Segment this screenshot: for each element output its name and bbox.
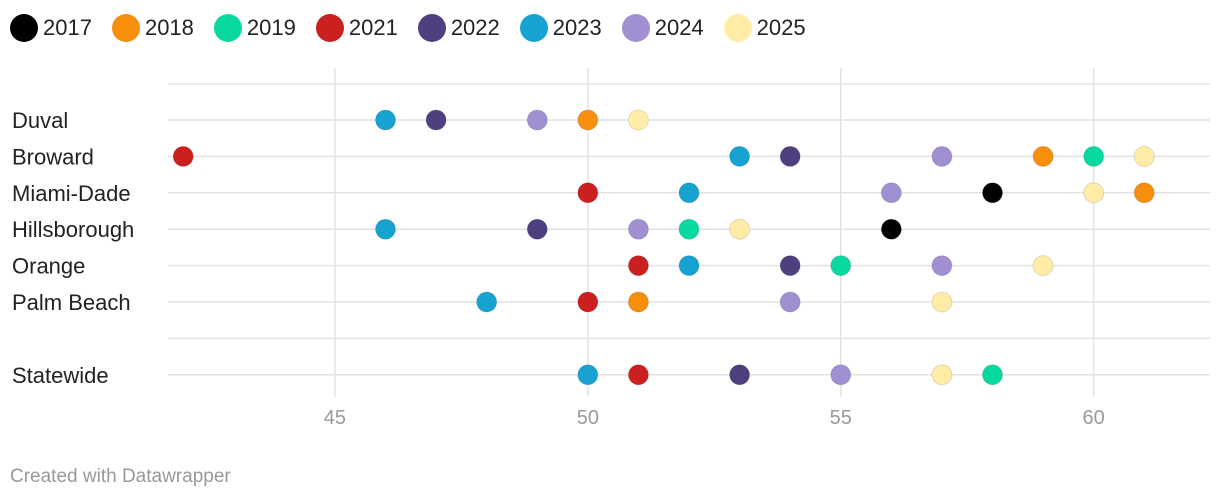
data-point-2019 <box>1083 145 1105 167</box>
x-tick-label: 45 <box>324 407 346 429</box>
row-label: Hillsborough <box>12 217 134 242</box>
data-point-2018 <box>1032 145 1054 167</box>
x-tick-label: 60 <box>1083 407 1105 429</box>
data-point-2023 <box>577 364 599 386</box>
data-point-2022 <box>779 145 801 167</box>
x-tick-label: 50 <box>577 407 599 429</box>
data-point-2024 <box>931 255 953 277</box>
legend-swatch <box>213 14 242 42</box>
data-point-2023 <box>678 182 700 204</box>
legend-swatch <box>723 14 752 42</box>
legend-item-2018: 2018 <box>111 14 194 42</box>
data-point-2024 <box>931 145 953 167</box>
legend-label: 2017 <box>43 15 92 40</box>
data-point-2024 <box>526 109 548 131</box>
legend-label: 2025 <box>756 15 806 40</box>
data-point-2024 <box>880 182 902 204</box>
data-point-2024 <box>830 364 852 386</box>
row-labels: Duval Broward Miami-Dade Hillsborough Orange… <box>12 108 134 388</box>
legend: 2017 2018 2019 2021 2022 2023 2024 2025 <box>10 10 826 46</box>
data-point-2025 <box>1083 182 1105 204</box>
data-point-2024 <box>627 218 649 240</box>
data-point-2025 <box>729 218 751 240</box>
x-axis-ticks: 45 50 55 60 <box>324 407 1105 429</box>
legend-swatch <box>10 14 38 42</box>
legend-label: 2018 <box>144 15 194 40</box>
data-point-2021 <box>577 291 599 313</box>
data-point-2025 <box>1133 145 1155 167</box>
data-point-2025 <box>627 109 649 131</box>
data-point-2017 <box>880 218 902 240</box>
data-point-2021 <box>627 255 649 277</box>
data-point-2017 <box>981 182 1003 204</box>
x-tick-label: 55 <box>830 407 852 429</box>
data-point-2018 <box>577 109 599 131</box>
dot-plot: Duval Broward Miami-Dade Hillsborough Orange… <box>12 68 1210 429</box>
data-point-2018 <box>1133 182 1155 204</box>
data-point-2023 <box>678 255 700 277</box>
legend-swatch <box>111 14 140 42</box>
legend-item-2025: 2025 <box>723 14 806 42</box>
data-point-2022 <box>729 364 751 386</box>
data-point-2025 <box>1032 255 1054 277</box>
data-point-2022 <box>526 218 548 240</box>
data-point-2025 <box>931 291 953 313</box>
data-points <box>172 109 1155 386</box>
row-label: Duval <box>12 108 68 133</box>
data-point-2023 <box>375 218 397 240</box>
legend-label: 2023 <box>552 15 602 40</box>
legend-item-2021: 2021 <box>315 14 398 42</box>
data-point-2021 <box>577 182 599 204</box>
legend-item-2017: 2017 <box>10 14 92 42</box>
legend-swatch <box>519 14 548 42</box>
data-point-2025 <box>931 364 953 386</box>
data-point-2023 <box>729 145 751 167</box>
data-point-2019 <box>678 218 700 240</box>
legend-swatch <box>315 14 344 42</box>
data-point-2021 <box>627 364 649 386</box>
legend-item-2022: 2022 <box>417 14 500 42</box>
legend-label: 2022 <box>450 15 500 40</box>
row-label: Palm Beach <box>12 290 131 315</box>
data-point-2022 <box>779 255 801 277</box>
row-label: Orange <box>12 254 85 279</box>
row-label: Miami-Dade <box>12 181 131 206</box>
data-point-2023 <box>476 291 498 313</box>
legend-swatch <box>621 14 650 42</box>
legend-label: 2024 <box>654 15 704 40</box>
legend-swatch <box>417 14 446 42</box>
row-label: Statewide <box>12 363 109 388</box>
legend-label: 2021 <box>348 15 398 40</box>
data-point-2019 <box>830 255 852 277</box>
data-point-2023 <box>375 109 397 131</box>
legend-item-2023: 2023 <box>519 14 602 42</box>
legend-label: 2019 <box>246 15 296 40</box>
row-label: Broward <box>12 144 94 169</box>
legend-item-2024: 2024 <box>621 14 704 42</box>
data-point-2021 <box>172 145 194 167</box>
credit-text: Created with Datawrapper <box>10 466 231 487</box>
data-point-2022 <box>425 109 447 131</box>
legend-item-2019: 2019 <box>213 14 296 42</box>
data-point-2024 <box>779 291 801 313</box>
data-point-2018 <box>627 291 649 313</box>
data-point-2019 <box>981 364 1003 386</box>
